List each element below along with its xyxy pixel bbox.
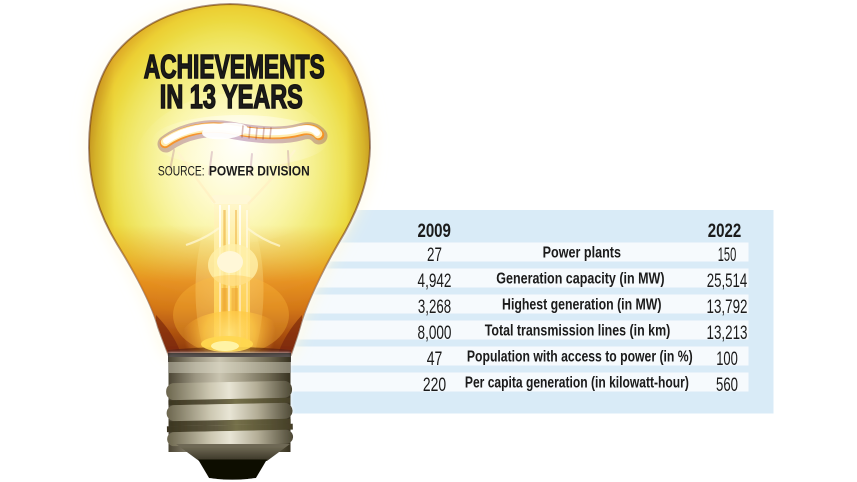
svg-text:25,514: 25,514 bbox=[707, 270, 748, 292]
svg-text:13,213: 13,213 bbox=[707, 322, 748, 344]
svg-text:Power plants: Power plants bbox=[543, 245, 621, 262]
svg-text:560: 560 bbox=[716, 374, 738, 396]
svg-text:220: 220 bbox=[423, 374, 446, 396]
svg-text:Per capita generation (in kilo: Per capita generation (in kilowatt-hour) bbox=[465, 375, 689, 392]
svg-text:POWER DIVISION: POWER DIVISION bbox=[209, 164, 310, 179]
svg-text:27: 27 bbox=[427, 244, 442, 266]
svg-text:Highest generation (in MW): Highest generation (in MW) bbox=[502, 297, 662, 314]
svg-text:4,942: 4,942 bbox=[418, 270, 452, 292]
svg-text:Population with access to powe: Population with access to power (in %) bbox=[467, 349, 693, 366]
svg-text:13,792: 13,792 bbox=[707, 296, 748, 318]
svg-text:Total transmission lines (in k: Total transmission lines (in km) bbox=[485, 323, 671, 340]
svg-text:100: 100 bbox=[716, 348, 738, 370]
svg-text:2022: 2022 bbox=[708, 220, 742, 242]
svg-text:150: 150 bbox=[718, 244, 737, 266]
svg-text:47: 47 bbox=[427, 348, 443, 370]
svg-text:Generation capacity (in MW): Generation capacity (in MW) bbox=[496, 271, 664, 288]
svg-text:ACHIEVEMENTS: ACHIEVEMENTS bbox=[144, 48, 325, 85]
svg-text:8,000: 8,000 bbox=[418, 322, 452, 344]
svg-text:2009: 2009 bbox=[417, 220, 451, 242]
svg-text:IN 13 YEARS: IN 13 YEARS bbox=[160, 78, 303, 115]
svg-text:SOURCE:: SOURCE: bbox=[158, 164, 205, 179]
svg-text:3,268: 3,268 bbox=[418, 296, 451, 318]
